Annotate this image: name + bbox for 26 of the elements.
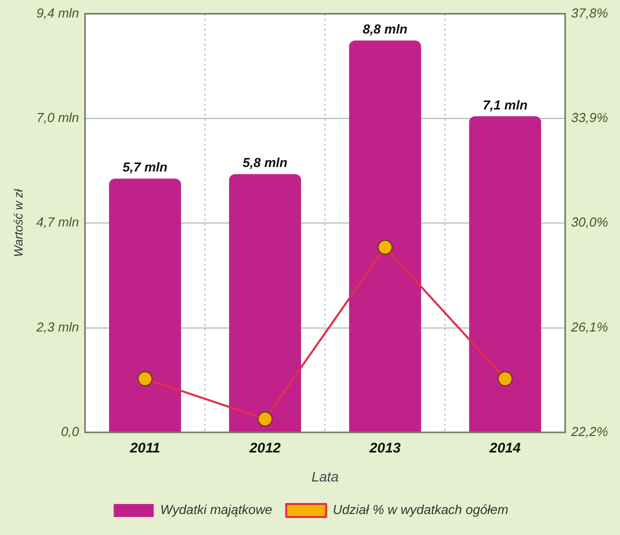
y-tick-label: 2,3 mln (35, 319, 80, 334)
y-tick-label: 4,7 mln (36, 214, 80, 230)
y-tick-label: 0,0 (60, 424, 80, 440)
legend-label: Udział % w wydatkach ogółem (332, 502, 508, 518)
y-axis-title: Wartość w zł (12, 188, 26, 257)
y-tick-label: 7,0 mln (36, 110, 80, 126)
legend-label: Wydatki majątkowe (160, 502, 272, 518)
bar (349, 40, 422, 432)
x-tick-label: 2014 (488, 440, 521, 456)
y2-tick-label: 33,9% (571, 110, 608, 126)
x-axis-title: Lata (311, 468, 339, 484)
y2-tick-label: 22,2% (570, 424, 608, 440)
x-tick-label: 2012 (248, 440, 281, 456)
bar (109, 178, 182, 432)
x-tick-label: 2011 (128, 440, 160, 456)
y2-tick-label: 26,1% (570, 319, 608, 334)
y2-tick-label: 37,8% (571, 5, 608, 20)
x-tick-label: 2013 (368, 440, 401, 456)
bar (469, 116, 542, 432)
data-label: 8,8 mln (362, 22, 408, 37)
data-label: 7,1 mln (482, 97, 528, 112)
data-label: 5,7 mln (122, 160, 168, 175)
y-tick-label: 9,4 mln (36, 5, 80, 20)
bar (229, 174, 302, 432)
data-label: 5,8 mln (242, 155, 288, 170)
y2-tick-label: 30,0% (571, 214, 608, 230)
